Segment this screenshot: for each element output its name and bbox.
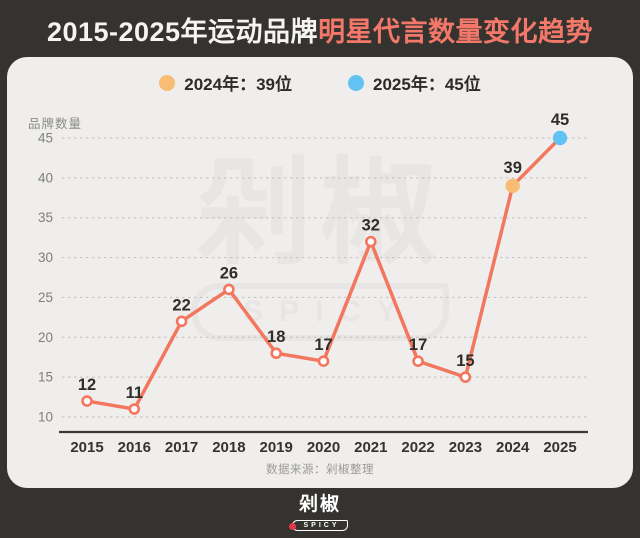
legend: 2024年：39位 2025年：45位 bbox=[7, 70, 633, 95]
data-point-label: 17 bbox=[314, 336, 332, 354]
y-tick-label: 40 bbox=[38, 170, 53, 185]
data-point-label: 11 bbox=[126, 384, 143, 402]
data-point-label: 17 bbox=[409, 336, 427, 354]
footer: 剁椒 SPICY bbox=[0, 488, 640, 538]
data-point-label: 45 bbox=[551, 111, 569, 129]
logo-spicy-badge: SPICY bbox=[289, 519, 348, 531]
data-point-label: 12 bbox=[78, 376, 96, 394]
logo-text: 剁椒 bbox=[298, 493, 341, 515]
watermark-text: 剁椒 bbox=[196, 148, 444, 278]
y-tick-label: 20 bbox=[38, 330, 53, 345]
x-tick-label: 2015 bbox=[70, 439, 103, 456]
data-point bbox=[364, 235, 377, 248]
header: 2015-2025年运动品牌明星代言数量变化趋势 bbox=[0, 0, 640, 57]
x-tick-label: 2018 bbox=[212, 439, 245, 456]
y-tick-label: 25 bbox=[38, 290, 53, 305]
legend-label-2025: 2025年：45位 bbox=[373, 75, 481, 94]
legend-item-2025: 2025年：45位 bbox=[348, 70, 481, 95]
legend-item-2024: 2024年：39位 bbox=[159, 70, 292, 95]
data-source: 数据来源：剁椒整理 bbox=[266, 464, 374, 476]
data-point bbox=[128, 403, 141, 415]
data-point bbox=[223, 283, 235, 296]
data-point bbox=[459, 371, 472, 383]
chart-card: 2024年：39位 2025年：45位 品牌数量 剁椒 SPICY 10 15 20… bbox=[7, 57, 633, 488]
data-point-highlight bbox=[505, 178, 520, 194]
data-point bbox=[270, 347, 283, 360]
y-tick-label: 30 bbox=[38, 250, 53, 265]
y-tick-label: 35 bbox=[38, 210, 53, 225]
x-tick-label: 2017 bbox=[165, 439, 198, 456]
title-plain: 2015-2025年运动品牌 bbox=[46, 17, 319, 47]
x-tick-label: 2016 bbox=[118, 439, 151, 456]
watermark-spicy-badge: SPICY bbox=[190, 283, 450, 341]
x-tick-label: 2021 bbox=[354, 439, 387, 456]
x-tick-label: 2022 bbox=[401, 439, 434, 456]
data-point-highlight bbox=[552, 130, 568, 146]
y-tick-label: 15 bbox=[38, 370, 53, 385]
title-accent: 明星代言数量变化趋势 bbox=[318, 17, 594, 47]
data-point bbox=[81, 395, 93, 407]
x-tick-label: 2025 bbox=[543, 439, 576, 456]
watermark-logo: 剁椒 SPICY bbox=[190, 148, 450, 341]
data-point bbox=[412, 355, 424, 368]
x-tick-label: 2023 bbox=[449, 439, 482, 456]
y-tick-label: 45 bbox=[38, 131, 53, 146]
x-tick-label: 2019 bbox=[260, 439, 293, 456]
x-tick-label: 2024 bbox=[496, 439, 530, 456]
page-title: 2015-2025年运动品牌明星代言数量变化趋势 bbox=[47, 10, 593, 49]
legend-label-2024: 2024年：39位 bbox=[184, 75, 292, 94]
data-point-label: 32 bbox=[362, 217, 380, 235]
y-tick-label: 10 bbox=[38, 410, 53, 425]
pepper-icon bbox=[289, 523, 297, 530]
data-point-label: 15 bbox=[456, 352, 474, 370]
spicy-logo: 剁椒 SPICY bbox=[289, 493, 348, 532]
legend-dot-2024-icon bbox=[159, 74, 176, 91]
legend-dot-2025-icon bbox=[348, 74, 364, 91]
data-point-label: 39 bbox=[504, 159, 522, 177]
data-point bbox=[175, 315, 188, 328]
x-tick-label: 2020 bbox=[307, 439, 340, 456]
logo-subtext: SPICY bbox=[303, 521, 340, 529]
series-line bbox=[85, 136, 562, 411]
data-point-label: 18 bbox=[267, 328, 285, 346]
data-point-label: 22 bbox=[172, 296, 190, 314]
y-axis-label: 品牌数量 bbox=[28, 117, 83, 131]
data-point bbox=[317, 355, 330, 368]
data-point-label: 26 bbox=[220, 264, 238, 282]
